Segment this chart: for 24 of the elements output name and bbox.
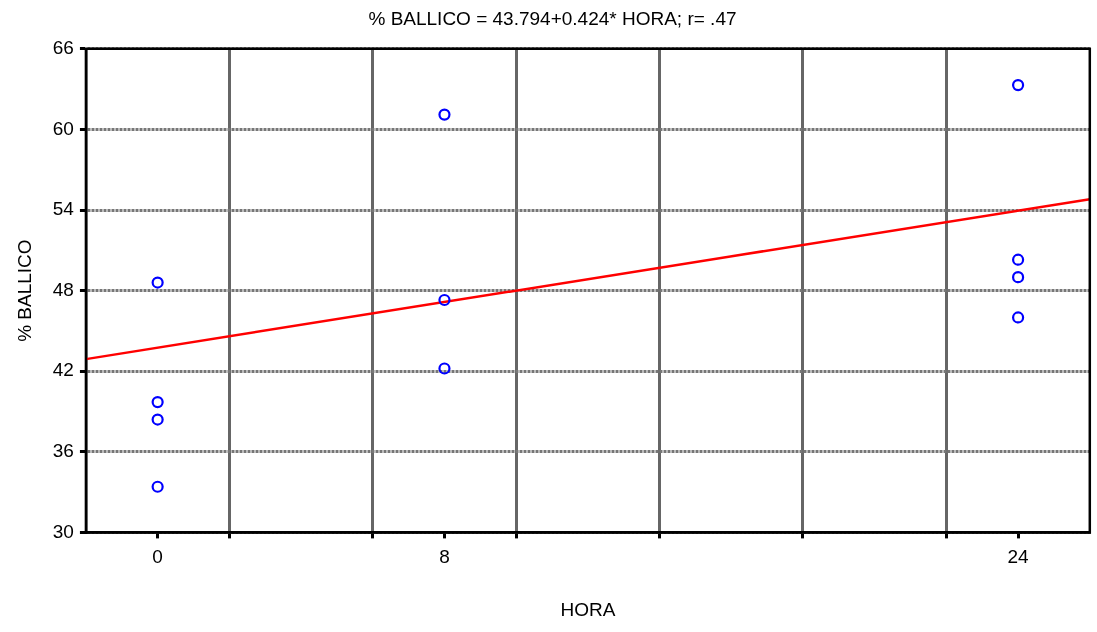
chart-title: % BALLICO = 43.794+0.424* HORA; r= .47 [368, 7, 737, 29]
y-axis-title: % BALLICO [13, 239, 35, 342]
point [151, 480, 164, 493]
y-tick-label: 42 [52, 359, 74, 381]
y-tick-label: 30 [52, 520, 74, 542]
point [438, 293, 451, 307]
point [151, 396, 164, 409]
x-tick-label: 8 [439, 546, 450, 568]
y-tick-label: 54 [52, 198, 75, 220]
x-tick-label: 0 [152, 546, 163, 568]
point [438, 108, 451, 121]
point [1011, 78, 1025, 92]
y-tick-label: 36 [52, 440, 74, 462]
point [1011, 271, 1025, 284]
point [1011, 311, 1025, 324]
point [151, 276, 164, 289]
y-tick-label: 48 [52, 278, 74, 300]
y-tick-label: 60 [52, 117, 74, 139]
x-axis-title: HORA [560, 598, 616, 620]
y-tick-label: 66 [52, 37, 74, 59]
point [151, 413, 164, 426]
point [1011, 253, 1025, 266]
point [438, 362, 451, 375]
x-tick-label: 24 [1007, 546, 1030, 568]
